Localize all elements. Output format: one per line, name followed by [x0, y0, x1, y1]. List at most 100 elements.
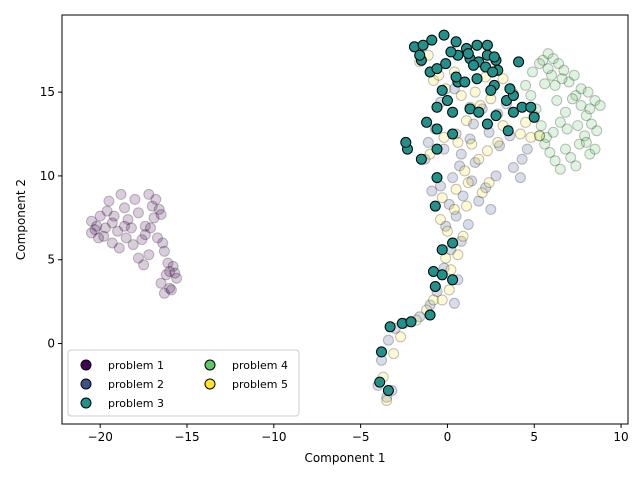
data-point: [457, 230, 469, 242]
data-point: [447, 106, 459, 118]
y-tick-label: 0: [47, 337, 55, 351]
data-point: [575, 83, 587, 95]
legend-label: problem 5: [232, 378, 288, 391]
legend-label: problem 4: [232, 359, 288, 372]
data-point: [431, 63, 443, 75]
data-point: [448, 297, 460, 309]
data-point: [93, 232, 104, 244]
data-point: [461, 200, 472, 212]
data-point: [447, 172, 459, 184]
data-point: [494, 140, 505, 152]
data-point: [488, 51, 500, 63]
x-tick-label: 5: [530, 430, 538, 444]
data-point: [483, 177, 495, 189]
data-point: [504, 83, 516, 95]
data-point: [546, 69, 558, 81]
data-point: [457, 190, 469, 202]
data-point: [584, 103, 596, 115]
data-point: [157, 237, 169, 249]
data-point: [139, 229, 151, 241]
data-point: [490, 110, 502, 122]
data-point: [573, 138, 585, 150]
data-point: [589, 95, 601, 106]
data-point: [158, 245, 170, 257]
data-point: [428, 294, 439, 306]
data-point: [445, 46, 457, 58]
data-point: [507, 106, 519, 118]
data-point: [443, 198, 455, 210]
data-point: [450, 71, 462, 83]
legend-item: problem 2: [80, 378, 164, 391]
data-point: [513, 56, 525, 68]
data-point: [431, 101, 443, 113]
data-point: [431, 172, 443, 184]
data-point: [469, 157, 481, 168]
data-point: [132, 207, 144, 219]
data-point: [98, 230, 110, 242]
legend-items: problem 1 problem 2 problem 3 problem 4 prob…: [80, 359, 288, 410]
data-point: [405, 316, 417, 328]
data-point: [122, 214, 134, 225]
data-point: [436, 192, 448, 204]
data-point: [436, 294, 448, 306]
x-tick-label: −15: [174, 430, 199, 444]
series-problem-3: [374, 29, 540, 396]
data-point: [520, 116, 532, 128]
data-point: [115, 188, 127, 200]
data-point: [551, 95, 563, 106]
legend: problem 1 problem 2 problem 3 problem 4 prob…: [67, 349, 300, 417]
data-point: [106, 237, 118, 249]
data-point: [164, 266, 176, 277]
data-point: [542, 48, 554, 60]
plot-frame: [61, 14, 629, 425]
data-point: [138, 259, 150, 271]
data-point: [89, 224, 101, 236]
data-point: [119, 202, 130, 214]
x-axis: −20 −15 −10 −5 0 5 10: [88, 424, 629, 444]
data-point: [568, 69, 580, 81]
data-point: [422, 136, 434, 148]
data-point: [525, 90, 537, 101]
data-point: [436, 269, 448, 281]
data-point: [167, 260, 179, 272]
data-point: [426, 185, 438, 197]
data-point: [591, 125, 603, 137]
data-point: [440, 220, 452, 232]
data-point: [534, 130, 545, 142]
data-point: [539, 138, 551, 150]
x-tick-label: 10: [613, 430, 628, 444]
data-point: [502, 125, 514, 137]
data-point: [575, 100, 587, 111]
data-point: [487, 66, 499, 78]
data-point: [547, 53, 559, 65]
series-problem-1: [86, 188, 183, 299]
data-point: [132, 252, 144, 264]
data-point: [414, 311, 426, 323]
data-point: [86, 227, 97, 239]
y-tick-label: 5: [47, 253, 55, 267]
data-point: [520, 79, 532, 91]
data-point: [160, 269, 172, 281]
data-point: [450, 36, 462, 48]
data-point: [544, 147, 556, 158]
data-point: [99, 222, 111, 234]
data-point: [139, 220, 151, 232]
data-point: [549, 155, 561, 167]
data-point: [165, 284, 177, 296]
y-tick-label: 15: [40, 85, 55, 99]
data-point: [384, 321, 396, 333]
data-point: [108, 210, 120, 222]
legend-marker: [204, 378, 216, 390]
data-point: [473, 195, 485, 207]
data-point: [556, 73, 568, 85]
data-point: [146, 200, 158, 212]
data-point: [431, 123, 443, 135]
data-point: [566, 93, 578, 105]
data-point: [462, 177, 474, 189]
data-point: [106, 217, 118, 229]
legend-marker: [204, 359, 216, 371]
data-point: [436, 84, 448, 96]
data-point: [415, 153, 427, 165]
data-point: [507, 162, 519, 173]
data-point: [150, 193, 162, 205]
